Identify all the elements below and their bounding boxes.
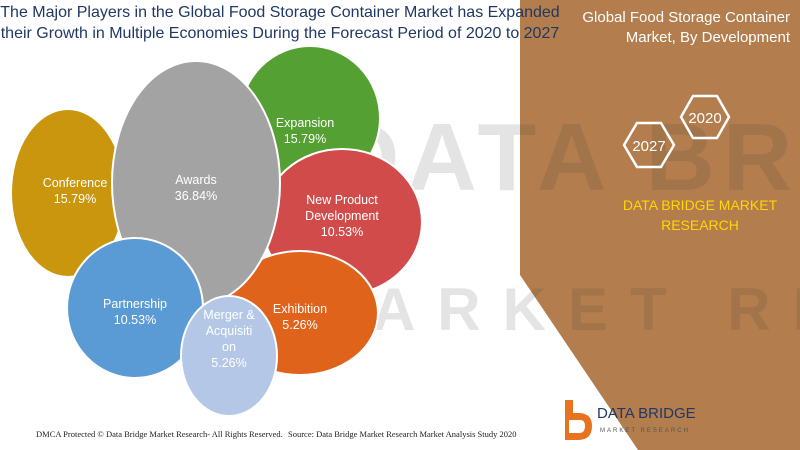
bubble-label-line: New Product: [306, 193, 378, 207]
bubble-label-expansion: Expansion 15.79%: [276, 116, 334, 146]
badge-2020: 2020: [688, 110, 721, 127]
footer-copyright: DMCA Protected © Data Bridge Market Rese…: [36, 429, 283, 439]
year-badges: [622, 94, 731, 169]
chart-title: The Major Players in the Global Food Sto…: [0, 2, 560, 44]
bubble-merger-acquisition: [180, 295, 278, 417]
logo: DATA BRIDGE MARKET RESEARCH: [565, 400, 696, 440]
research-line-2: RESEARCH: [661, 217, 739, 233]
bubble-label-merger-acquisition: Merger & Acquisiti on 5.26%: [203, 308, 255, 370]
bubble-label-line: Acquisiti: [206, 324, 253, 338]
badge-2027: 2027: [632, 138, 665, 155]
logo-name: DATA BRIDGE: [597, 405, 696, 422]
chart-title-line-1: The Major Players in the Global Food Sto…: [0, 4, 560, 21]
bubble-label-line: Expansion: [276, 116, 334, 130]
bubble-label-line: on: [222, 340, 236, 354]
bubble-label-exhibition: Exhibition 5.26%: [273, 302, 327, 332]
bubble-label-line: 10.53%: [321, 225, 363, 239]
side-title: Global Food Storage Container Market, By…: [565, 8, 800, 48]
watermark-line2: MARKET RESEARCH: [300, 276, 800, 343]
research-line-1: DATA BRIDGE MARKET: [622, 197, 778, 213]
bubble-label-line: Partnership: [103, 297, 167, 311]
research-label: DATA BRIDGE MARKET RESEARCH: [600, 195, 800, 235]
bubble-label-line: 5.26%: [211, 356, 246, 370]
bubble-label-line: 15.79%: [284, 132, 326, 146]
side-panel: [520, 0, 800, 450]
bubble-label-line: Conference: [43, 176, 108, 190]
bubble-label-line: Merger &: [203, 308, 255, 322]
side-title-line-2: Market, By Development: [625, 29, 790, 46]
bubble-label-line: 10.53%: [114, 313, 156, 327]
bubble-label-partnership: Partnership 10.53%: [103, 297, 167, 327]
bubble-label-line: 15.79%: [54, 192, 96, 206]
bubble-label-line: Development: [305, 209, 379, 223]
chart-title-line-2: their Growth in Multiple Economies Durin…: [0, 25, 560, 42]
hexagon-2020: [679, 94, 731, 140]
hexagon-2027: [622, 121, 676, 169]
bubble-label-line: Exhibition: [273, 302, 327, 316]
side-title-line-1: Global Food Storage Container: [582, 9, 790, 26]
bubble-label-line: 5.26%: [282, 318, 317, 332]
footer-source: Source: Data Bridge Market Research Mark…: [288, 429, 517, 439]
bubble-label-awards: Awards 36.84%: [175, 173, 217, 203]
bubble-label-conference: Conference 15.79%: [43, 176, 108, 206]
bubble-label-line: Awards: [175, 173, 216, 187]
bubble-label-line: 36.84%: [175, 189, 217, 203]
bubble-label-new-product-development: New Product Development 10.53%: [305, 193, 379, 239]
logo-tagline: MARKET RESEARCH: [600, 428, 690, 434]
